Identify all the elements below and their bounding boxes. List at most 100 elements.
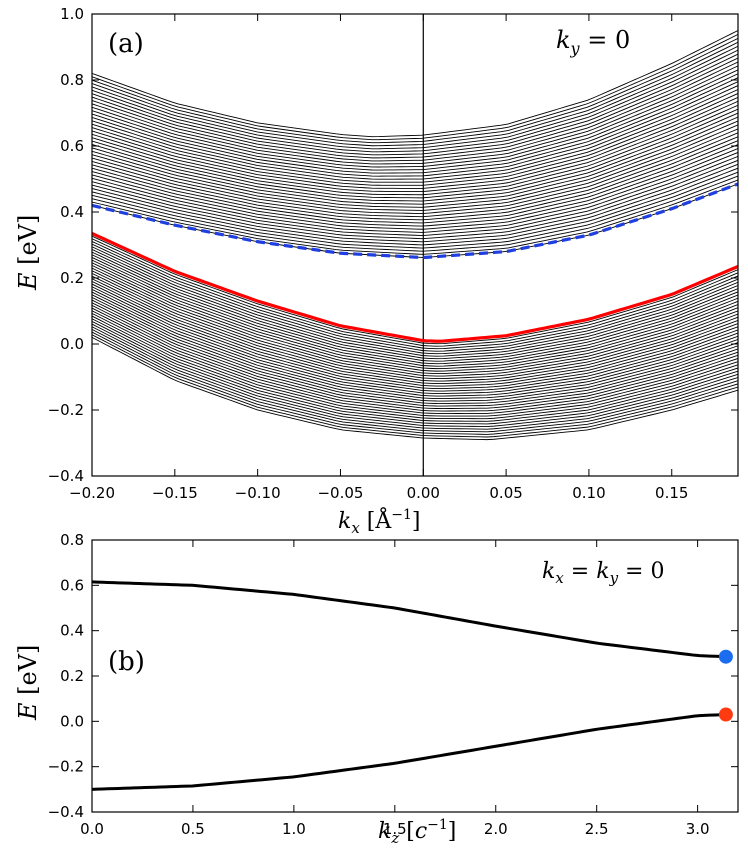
panel-a-band-0-line xyxy=(92,37,738,144)
panel-a-xtick-label: −0.10 xyxy=(235,484,281,502)
panel-a-band-0-line xyxy=(92,45,738,150)
panel-a-plot-area xyxy=(92,14,738,476)
panel-a-band-1-line xyxy=(92,315,738,420)
panel-b-ytick-label: 0.0 xyxy=(60,712,84,730)
panel-a-band-0-line xyxy=(92,49,738,153)
panel-a-band-1-line xyxy=(92,297,738,402)
panel-b-ytick-label: −0.4 xyxy=(48,803,84,821)
panel-a-band-0-line xyxy=(92,104,738,196)
panel-a-band-0-line xyxy=(92,41,738,147)
panel-a-band-1-line xyxy=(92,243,738,352)
panel-a-band-1-line xyxy=(92,334,738,438)
panel-a-band-1-line xyxy=(92,299,738,405)
panel-a-band-1-line xyxy=(92,323,738,427)
panel-a-band-1-line xyxy=(92,259,738,367)
panel-b-ylabel: E [eV] xyxy=(14,645,42,721)
panel-b-marker-valence-band-edge xyxy=(718,707,733,722)
panel-a-ticks: −0.20 −0.15 −0.10 −0.05 0.00 0.05 0.10 0.15 −0.4… xyxy=(48,5,738,502)
panel-a-band-0-line xyxy=(92,93,738,186)
panel-b-xtick-label: 0.0 xyxy=(80,820,104,838)
panel-a-band-1-line xyxy=(92,249,738,357)
panel-a-band-0-line xyxy=(92,116,738,205)
panel-a-band-1-line xyxy=(92,270,738,377)
panel-a-band-0-line xyxy=(92,112,738,202)
panel-a-band-1-line xyxy=(92,310,738,415)
panel-a-annotation: ky = 0 xyxy=(556,26,630,58)
panel-a-xtick-label: 0.00 xyxy=(407,484,440,502)
panel-a-band-1-line xyxy=(92,305,738,410)
panel-a-band-0-line xyxy=(92,159,738,240)
panel-b-xtick-label: 1.0 xyxy=(282,820,306,838)
panel-a-band-0-line xyxy=(92,96,738,189)
panel-a-band-0-line xyxy=(92,65,738,165)
panel-a-xtick-label: −0.20 xyxy=(69,484,115,502)
panel-a-xtick-label: −0.15 xyxy=(152,484,198,502)
panel-b: 0.0 0.5 1.0 1.5 2.0 2.5 3.0 −0.4 −0.2 0.0 0.2 0.4 0.… xyxy=(14,531,739,847)
panel-a-series-conduction-surface-edge xyxy=(92,182,738,259)
panel-a-xtick-label: −0.05 xyxy=(317,484,363,502)
panel-b-xtick-label: 3.0 xyxy=(686,820,710,838)
panel-b-xtick-label: 2.0 xyxy=(484,820,508,838)
panel-a-band-0-line xyxy=(92,61,738,162)
panel-b-xtick-label: 2.5 xyxy=(585,820,609,838)
panel-b-ytick-label: 0.6 xyxy=(60,576,84,594)
panel-a: −0.20 −0.15 −0.10 −0.05 0.00 0.05 0.10 0.15 −0.4… xyxy=(14,5,739,537)
panel-a-band-1-line xyxy=(92,331,738,435)
panel-a-band-0-line xyxy=(92,89,738,183)
panel-a-xtick-label: 0.05 xyxy=(489,484,522,502)
panel-a-band-1-line xyxy=(92,257,738,365)
panel-a-band-0-line xyxy=(92,77,738,174)
panel-b-ytick-label: −0.2 xyxy=(48,758,84,776)
panel-a-xtick-label: 0.15 xyxy=(655,484,688,502)
panel-a-ytick-label: −0.2 xyxy=(48,401,84,419)
panel-a-band-0-line xyxy=(92,120,738,208)
panel-a-band-1-line xyxy=(92,281,738,387)
panel-a-band-1-line xyxy=(92,337,738,441)
panel-a-band-1-line xyxy=(92,313,738,417)
panel-a-ytick-label: 0.2 xyxy=(60,269,84,287)
panel-a-band-0-line xyxy=(92,69,738,168)
panel-a-band-1-line xyxy=(92,294,738,400)
panel-a-band-0-line xyxy=(92,179,738,255)
panel-b-series-valence-band xyxy=(92,713,726,791)
panel-b-ticks: 0.0 0.5 1.0 1.5 2.0 2.5 3.0 −0.4 −0.2 0.0 0.2 0.4 0.… xyxy=(48,531,738,838)
panel-a-band-1-line xyxy=(92,265,738,372)
panel-a-ytick-label: 0.4 xyxy=(60,203,84,221)
panel-a-band-1-line xyxy=(92,318,738,422)
panel-a-ytick-label: 0.0 xyxy=(60,335,84,353)
panel-b-xtick-label: 0.5 xyxy=(181,820,205,838)
panel-a-band-1-line xyxy=(92,267,738,375)
panel-a-band-1-line xyxy=(92,278,738,385)
panel-a-band-0-line xyxy=(92,171,738,249)
panel-b-label: (b) xyxy=(108,647,145,677)
panel-a-label: (a) xyxy=(108,29,144,59)
panel-a-band-0-line xyxy=(92,124,738,211)
panel-a-band-0-line xyxy=(92,128,738,215)
panel-a-band-1-line xyxy=(92,246,738,355)
panel-a-frame xyxy=(91,13,739,477)
panel-a-band-0-line xyxy=(92,73,738,171)
panel-a-band-1-line xyxy=(92,307,738,412)
panel-a-band-0-line xyxy=(92,34,738,141)
panel-a-ytick-label: 1.0 xyxy=(60,5,84,23)
panel-b-ytick-label: 0.2 xyxy=(60,667,84,685)
panel-a-band-1-line xyxy=(92,275,738,382)
panel-a-band-1-line xyxy=(92,286,738,392)
panel-b-marker-conduction-band-edge xyxy=(718,649,733,664)
panel-a-band-1-line xyxy=(92,321,738,425)
panel-a-ytick-label: −0.4 xyxy=(48,467,84,485)
panel-a-band-1-line xyxy=(92,254,738,362)
panel-a-band-0-line xyxy=(92,53,738,156)
panel-b-series-conduction-band xyxy=(92,580,726,659)
panel-a-ylabel: E [eV] xyxy=(14,215,42,291)
panel-a-band-1-line xyxy=(92,289,738,395)
panel-a-xlabel: kx [Å−1] xyxy=(338,506,421,537)
panel-b-ytick-label: 0.4 xyxy=(60,622,84,640)
panel-b-xtick-label: 1.5 xyxy=(383,820,407,838)
panel-a-series-valence-surface-edge xyxy=(92,231,738,343)
panel-a-band-1-line xyxy=(92,262,738,370)
panel-b-xlabel: kz [c−1] xyxy=(378,817,456,847)
panel-a-ytick-label: 0.8 xyxy=(60,71,84,89)
panel-a-band-1-line xyxy=(92,328,738,433)
panel-a-band-0-line xyxy=(92,136,738,221)
